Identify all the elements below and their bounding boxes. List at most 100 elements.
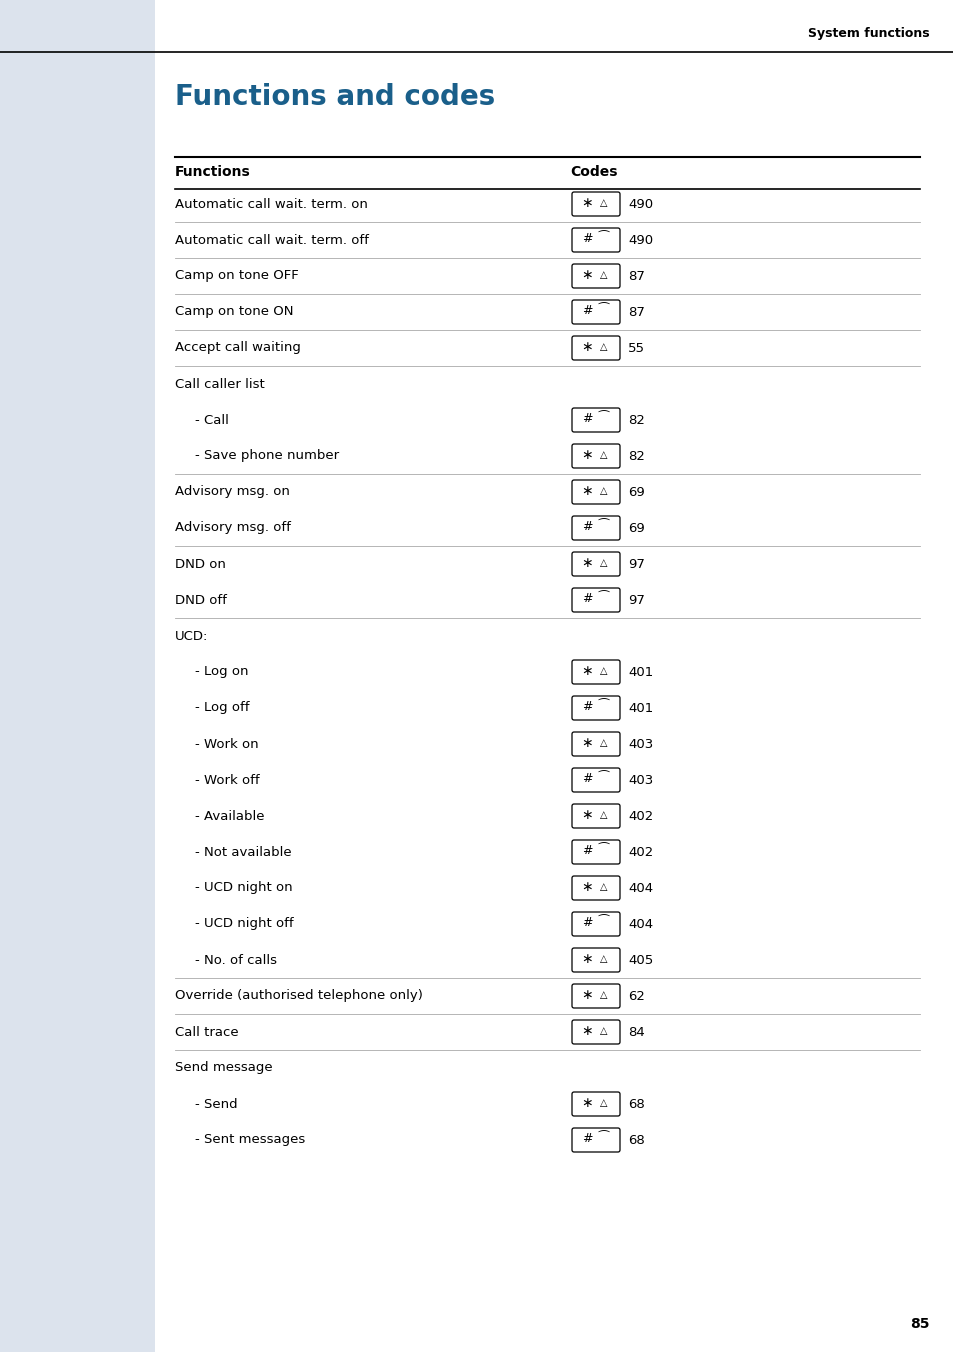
Text: 97: 97 <box>627 557 644 571</box>
Text: 490: 490 <box>627 234 653 246</box>
Text: 85: 85 <box>909 1317 929 1330</box>
Text: - No. of calls: - No. of calls <box>194 953 276 967</box>
Text: △: △ <box>599 810 607 821</box>
Text: 87: 87 <box>627 269 644 283</box>
FancyBboxPatch shape <box>572 1092 619 1115</box>
Text: △: △ <box>599 667 607 676</box>
Text: 55: 55 <box>627 342 644 354</box>
Text: 404: 404 <box>627 918 653 930</box>
Text: #: # <box>581 304 592 318</box>
Text: ∗: ∗ <box>580 268 592 283</box>
Text: 84: 84 <box>627 1026 644 1038</box>
FancyBboxPatch shape <box>572 480 619 504</box>
FancyBboxPatch shape <box>572 876 619 900</box>
Text: △: △ <box>599 342 607 352</box>
Text: Camp on tone OFF: Camp on tone OFF <box>174 269 298 283</box>
Text: △: △ <box>599 270 607 280</box>
Text: ∗: ∗ <box>580 808 592 822</box>
Text: - Not available: - Not available <box>194 845 292 859</box>
Text: 490: 490 <box>627 197 653 211</box>
Text: 82: 82 <box>627 449 644 462</box>
Text: ∗: ∗ <box>580 339 592 354</box>
FancyBboxPatch shape <box>572 840 619 864</box>
Text: 62: 62 <box>627 990 644 1002</box>
Text: ⁀: ⁀ <box>598 1133 608 1145</box>
Text: Call caller list: Call caller list <box>174 377 265 391</box>
Text: DND off: DND off <box>174 594 227 607</box>
Text: △: △ <box>599 558 607 568</box>
Text: Advisory msg. on: Advisory msg. on <box>174 485 290 499</box>
Text: - Call: - Call <box>194 414 229 426</box>
FancyBboxPatch shape <box>572 516 619 539</box>
Text: ⁀: ⁀ <box>598 521 608 534</box>
Text: Automatic call wait. term. on: Automatic call wait. term. on <box>174 197 368 211</box>
Text: 69: 69 <box>627 522 644 534</box>
FancyBboxPatch shape <box>572 948 619 972</box>
Text: - Sent messages: - Sent messages <box>194 1133 305 1146</box>
Text: 403: 403 <box>627 737 653 750</box>
Text: ⁀: ⁀ <box>598 772 608 786</box>
Text: - Available: - Available <box>194 810 264 822</box>
FancyBboxPatch shape <box>572 228 619 251</box>
Text: 401: 401 <box>627 702 653 714</box>
Text: Accept call waiting: Accept call waiting <box>174 342 300 354</box>
Text: #: # <box>581 521 592 534</box>
Text: Camp on tone ON: Camp on tone ON <box>174 306 294 319</box>
Text: #: # <box>581 1133 592 1145</box>
Text: #: # <box>581 592 592 606</box>
Text: △: △ <box>599 485 607 496</box>
Text: 402: 402 <box>627 810 653 822</box>
Text: System functions: System functions <box>807 27 929 41</box>
Text: #: # <box>581 845 592 857</box>
Text: #: # <box>581 700 592 714</box>
FancyBboxPatch shape <box>572 696 619 721</box>
FancyBboxPatch shape <box>572 984 619 1009</box>
Text: ⁀: ⁀ <box>598 412 608 426</box>
Text: △: △ <box>599 197 607 208</box>
FancyBboxPatch shape <box>572 804 619 827</box>
FancyBboxPatch shape <box>572 264 619 288</box>
Text: ∗: ∗ <box>580 988 592 1002</box>
FancyBboxPatch shape <box>572 588 619 612</box>
Text: 68: 68 <box>627 1098 644 1110</box>
Text: 401: 401 <box>627 665 653 679</box>
Text: #: # <box>581 412 592 426</box>
Text: ⁀: ⁀ <box>598 233 608 246</box>
Text: △: △ <box>599 882 607 892</box>
Text: - Send: - Send <box>194 1098 237 1110</box>
FancyBboxPatch shape <box>0 0 154 1352</box>
Text: △: △ <box>599 990 607 1000</box>
Text: △: △ <box>599 738 607 748</box>
FancyBboxPatch shape <box>572 913 619 936</box>
Text: ⁀: ⁀ <box>598 917 608 930</box>
Text: #: # <box>581 772 592 786</box>
FancyBboxPatch shape <box>572 768 619 792</box>
Text: ⁀: ⁀ <box>598 304 608 318</box>
Text: Send message: Send message <box>174 1061 273 1075</box>
Text: 87: 87 <box>627 306 644 319</box>
Text: Codes: Codes <box>569 165 617 178</box>
Text: ∗: ∗ <box>580 448 592 462</box>
Text: - Work on: - Work on <box>194 737 258 750</box>
Text: - Log off: - Log off <box>194 702 250 714</box>
FancyBboxPatch shape <box>572 337 619 360</box>
Text: Automatic call wait. term. off: Automatic call wait. term. off <box>174 234 369 246</box>
Text: △: △ <box>599 955 607 964</box>
FancyBboxPatch shape <box>572 731 619 756</box>
Text: Call trace: Call trace <box>174 1026 238 1038</box>
Text: ∗: ∗ <box>580 735 592 750</box>
Text: △: △ <box>599 1026 607 1036</box>
Text: ∗: ∗ <box>580 880 592 894</box>
Text: ∗: ∗ <box>580 556 592 571</box>
Text: ∗: ∗ <box>580 196 592 210</box>
FancyBboxPatch shape <box>572 192 619 216</box>
FancyBboxPatch shape <box>572 1019 619 1044</box>
FancyBboxPatch shape <box>572 300 619 324</box>
Text: ∗: ∗ <box>580 1023 592 1038</box>
Text: 402: 402 <box>627 845 653 859</box>
Text: △: △ <box>599 1098 607 1109</box>
Text: - UCD night off: - UCD night off <box>194 918 294 930</box>
Text: UCD:: UCD: <box>174 630 208 642</box>
Text: ⁀: ⁀ <box>598 592 608 606</box>
Text: △: △ <box>599 450 607 460</box>
